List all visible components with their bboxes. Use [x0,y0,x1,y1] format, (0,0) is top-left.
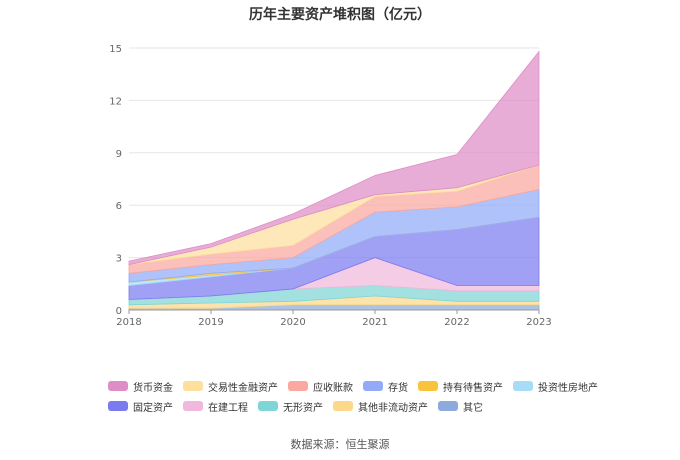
area-series-10 [128,50,540,266]
legend-item[interactable]: 交易性金融资产 [183,379,278,394]
data-source-note: 数据来源：恒生聚源 [290,438,390,451]
legend-item[interactable]: 货币资金 [108,379,173,394]
y-tick-label-6: 6 [116,201,122,212]
legend-swatch [108,381,128,391]
chart-title: 历年主要资产堆积图（亿元） [249,7,431,23]
x-tick-label-2020: 2020 [280,317,305,328]
legend-swatch [438,401,458,411]
legend-row-2: 固定资产 在建工程 无形资产 其他非流动资产 其它 [108,396,608,416]
y-tick-label-15: 15 [109,44,122,55]
legend-swatch [333,401,353,411]
area-layer [128,50,540,311]
legend-item[interactable]: 存货 [363,379,408,394]
legend-label: 其它 [463,402,483,414]
legend-swatch [363,381,383,391]
y-tick-label-12: 12 [109,96,122,107]
legend-item[interactable]: 投资性房地产 [513,379,598,394]
legend-label: 在建工程 [208,402,248,414]
axis-layer: 0 3 6 9 12 15 2018 2019 2020 2021 2022 2023 [109,44,551,328]
legend-item[interactable]: 其他非流动资产 [333,399,428,414]
y-tick-label-9: 9 [116,149,122,160]
legend: 货币资金 交易性金融资产 应收账款 存货 持有待售资产 投资性房地产 固定资产 在建工程 无形… [108,376,608,416]
y-tick-label-3: 3 [116,254,122,265]
x-tick-label-2023: 2023 [526,317,551,328]
legend-label: 无形资产 [283,402,323,414]
legend-item[interactable]: 固定资产 [108,399,173,414]
x-tick-label-2021: 2021 [362,317,387,328]
legend-swatch [258,401,278,411]
x-tick-label-2018: 2018 [116,317,141,328]
legend-label: 存货 [388,382,408,394]
legend-swatch [418,381,438,391]
legend-swatch [108,401,128,411]
legend-swatch [183,381,203,391]
x-tick-label-2019: 2019 [198,317,223,328]
legend-item[interactable]: 应收账款 [288,379,353,394]
legend-item[interactable]: 持有待售资产 [418,379,503,394]
legend-label: 交易性金融资产 [208,382,278,394]
legend-item[interactable]: 无形资产 [258,399,323,414]
legend-swatch [288,381,308,391]
legend-item[interactable]: 在建工程 [183,399,248,414]
legend-label: 投资性房地产 [538,382,598,394]
y-tick-label-0: 0 [116,306,122,317]
legend-item[interactable]: 其它 [438,399,483,414]
legend-swatch [183,401,203,411]
legend-label: 固定资产 [133,402,173,414]
legend-label: 应收账款 [313,382,353,394]
legend-label: 其他非流动资产 [358,402,428,414]
legend-label: 持有待售资产 [443,382,503,394]
legend-swatch [513,381,533,391]
x-tick-label-2022: 2022 [444,317,469,328]
legend-label: 货币资金 [133,382,173,394]
legend-row-1: 货币资金 交易性金融资产 应收账款 存货 持有待售资产 投资性房地产 [108,376,608,396]
